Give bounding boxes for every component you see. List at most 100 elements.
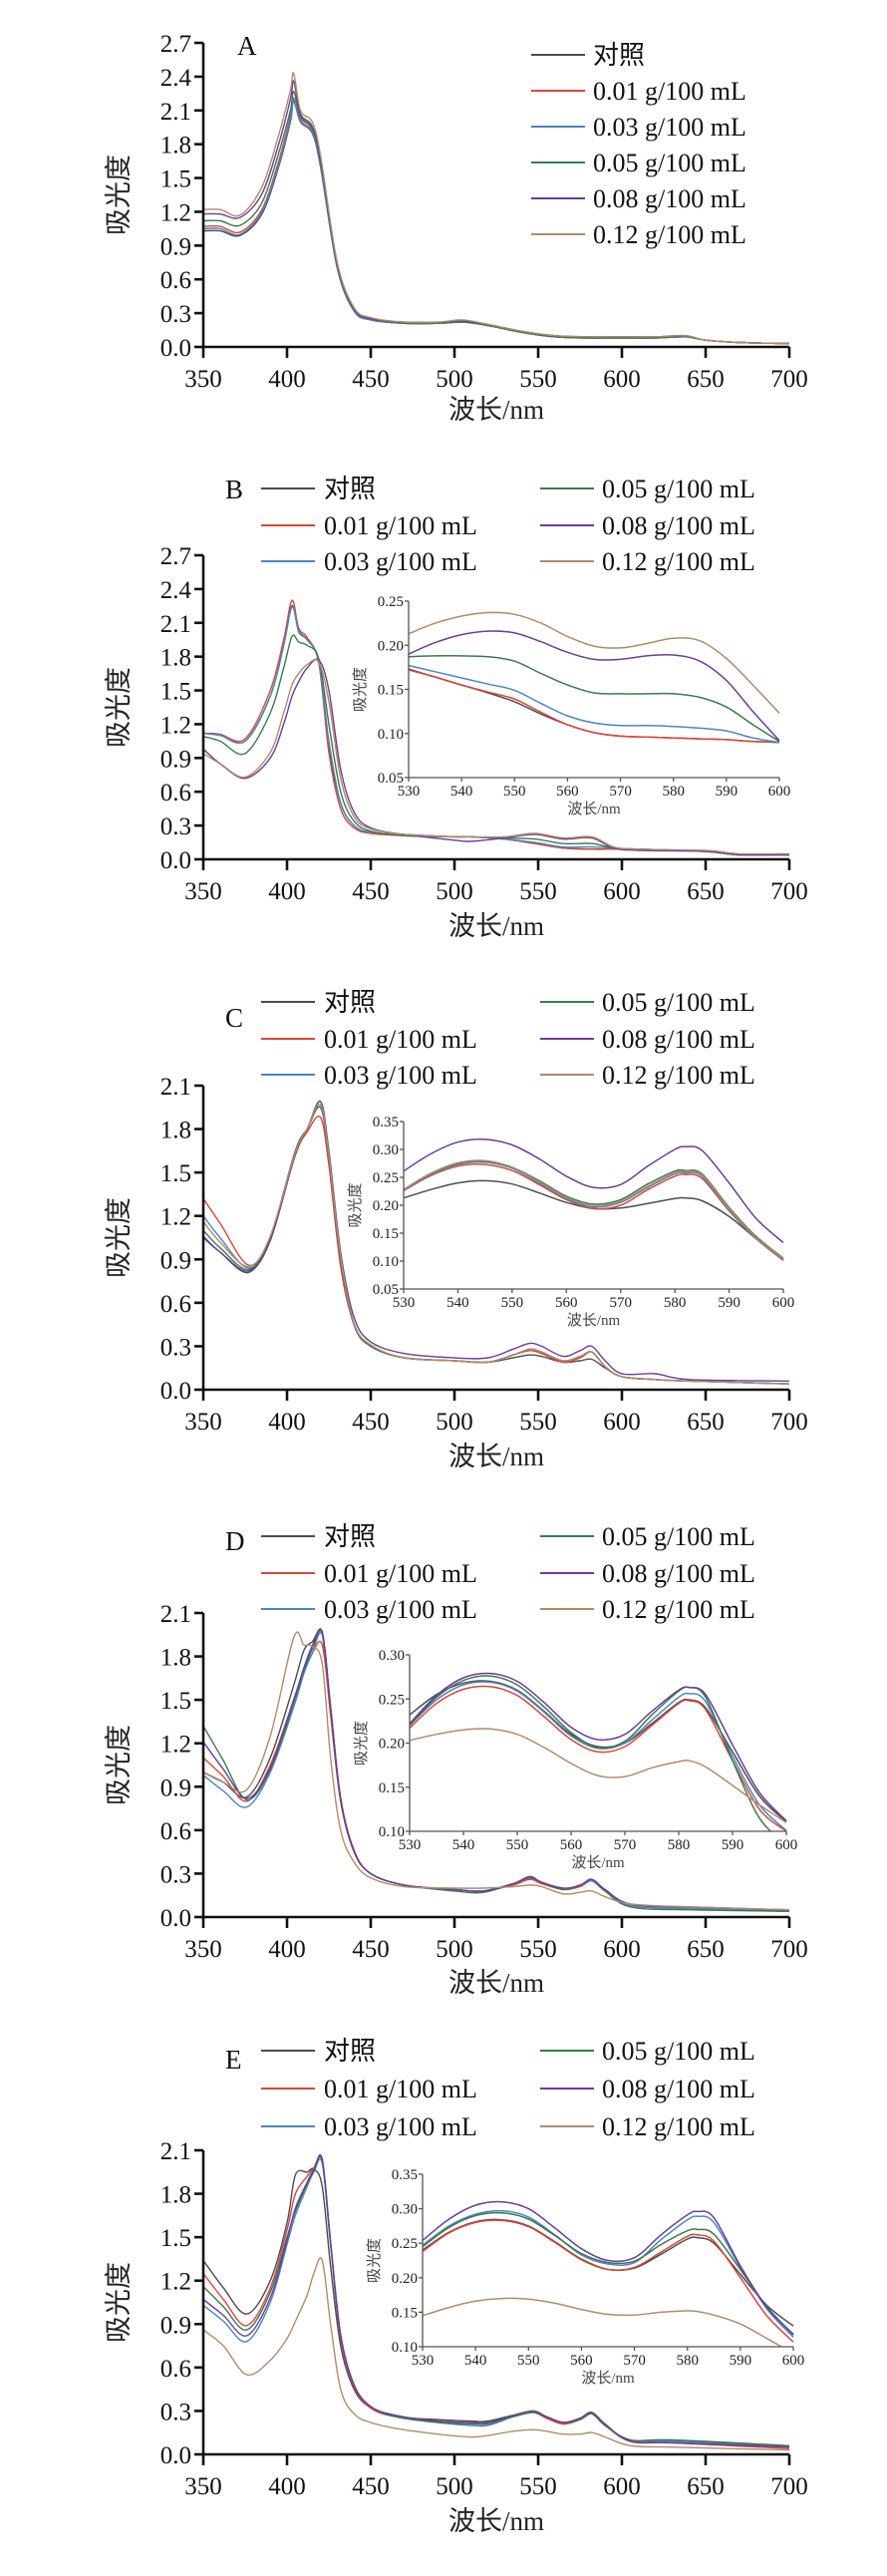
x-tick-label: 400	[268, 878, 306, 905]
series-line-5	[202, 2257, 790, 2451]
inset-y-tick-label: 0.30	[379, 1648, 405, 1664]
inset-x-tick-label: 580	[664, 1295, 687, 1311]
y-tick-label: 0.9	[160, 1774, 191, 1801]
inset-x-tick-label: 580	[668, 1837, 691, 1853]
main-series-group	[202, 1628, 790, 1912]
x-tick-label: 700	[770, 1936, 808, 1963]
y-tick-label: 0.0	[160, 847, 191, 874]
legend-label: 0.12 g/100 mL	[602, 1595, 755, 1624]
x-tick-label: 500	[436, 1409, 473, 1436]
y-tick-label: 0.3	[160, 813, 191, 840]
inset-x-axis-title: 波长/nm	[567, 801, 621, 817]
inset-x-axis-title: 波长/nm	[581, 2370, 635, 2387]
x-tick-label: 500	[436, 878, 473, 905]
legend-label: 0.03 g/100 mL	[593, 113, 746, 142]
inset-series-line-3	[404, 1159, 784, 1259]
y-tick-label: 1.5	[160, 166, 191, 193]
legend-label: 0.08 g/100 mL	[602, 511, 755, 540]
inset-series-line-2	[409, 664, 780, 744]
inset-x-tick-label: 550	[501, 1295, 524, 1311]
legend-label: 0.03 g/100 mL	[324, 547, 477, 576]
x-tick-label: 550	[519, 1936, 557, 1963]
series-line-4	[202, 1101, 790, 1382]
x-tick-label: 400	[268, 1936, 306, 1963]
inset-y-tick-label: 0.10	[373, 1254, 399, 1270]
inset-x-tick-label: 580	[676, 2353, 699, 2369]
y-tick-label: 1.8	[160, 133, 191, 160]
legend-label: 0.05 g/100 mL	[602, 988, 755, 1017]
inset-y-tick-label: 0.25	[373, 1170, 399, 1186]
inset-x-tick-label: 570	[623, 2353, 646, 2369]
inset-x-tick-label: 570	[614, 1837, 637, 1853]
legend-label: 对照	[324, 475, 376, 503]
y-tick-label: 0.9	[160, 1247, 191, 1274]
y-tick-label: 2.7	[160, 31, 191, 58]
inset-series-line-4	[409, 630, 780, 742]
inset-x-tick-label: 530	[399, 1837, 422, 1853]
inset-x-tick-label: 600	[782, 2353, 805, 2369]
legend-label: 0.08 g/100 mL	[602, 2075, 755, 2103]
y-tick-label: 1.5	[160, 679, 191, 706]
y-tick-label: 0.0	[160, 2442, 191, 2469]
inset-series-line-5	[409, 611, 780, 714]
inset-series-line-3	[423, 2211, 794, 2336]
y-axis-title: 吸光度	[104, 1725, 134, 1805]
inset-x-tick-label: 530	[412, 2353, 435, 2369]
legend-label: 0.12 g/100 mL	[602, 2112, 755, 2141]
x-tick-label: 700	[770, 366, 808, 393]
legend-label: 0.03 g/100 mL	[324, 2112, 477, 2141]
inset-x-tick-label: 580	[662, 784, 685, 800]
series-line-5	[202, 1631, 790, 1911]
main-series-group	[202, 1101, 790, 1385]
inset-y-tick-label: 0.10	[392, 2340, 418, 2356]
x-tick-label: 450	[352, 878, 390, 905]
series-line-5	[202, 72, 790, 345]
y-tick-label: 1.5	[160, 1688, 191, 1715]
x-tick-label: 350	[184, 1936, 222, 1963]
y-tick-label: 1.8	[160, 1118, 191, 1144]
y-tick-label: 0.3	[160, 301, 191, 328]
y-tick-label: 2.1	[160, 99, 191, 126]
x-tick-label: 350	[184, 2473, 222, 2500]
legend-label: 0.05 g/100 mL	[602, 475, 755, 503]
x-tick-label: 450	[352, 1409, 390, 1436]
inset-x-tick-label: 590	[718, 1295, 740, 1311]
x-tick-label: 700	[770, 1409, 808, 1436]
y-axis-title: 吸光度	[104, 2262, 134, 2343]
x-tick-label: 600	[603, 1936, 641, 1963]
inset-y-axis-title: 吸光度	[347, 1182, 364, 1227]
inset-series-line-4	[404, 1138, 784, 1244]
series-line-3	[202, 1630, 790, 1912]
y-tick-label: 1.8	[160, 1645, 191, 1672]
panel-c: 0.0 0.3 0.6 0.9 1.2 1.5 1.8 2.1 350 400 450 500 550 6…	[104, 988, 808, 1471]
y-tick-label: 0.6	[160, 780, 191, 806]
inset-series-line-2	[404, 1160, 784, 1260]
inset-series-line-5	[404, 1159, 784, 1260]
panel-letter: E	[225, 2045, 242, 2075]
series-line-0	[202, 1106, 790, 1385]
inset-series-line-5	[423, 2297, 783, 2347]
legend-label: 0.01 g/100 mL	[324, 2075, 477, 2103]
inset-y-tick-label: 0.15	[379, 1780, 405, 1796]
inset-x-tick-label: 560	[560, 1837, 583, 1853]
y-tick-label: 2.1	[160, 1074, 191, 1101]
x-tick-label: 500	[436, 366, 473, 393]
series-line-4	[202, 2153, 790, 2448]
legend-label: 0.03 g/100 mL	[324, 1595, 477, 1624]
y-tick-label: 1.2	[160, 1732, 191, 1759]
inset-x-tick-label: 550	[506, 1837, 529, 1853]
y-tick-label: 2.4	[160, 577, 192, 604]
x-tick-label: 550	[519, 366, 557, 393]
x-tick-label: 700	[770, 878, 808, 905]
series-line-4	[202, 1628, 790, 1911]
inset-series-line-3	[410, 1675, 772, 1831]
x-tick-label: 450	[352, 366, 390, 393]
legend: 对照 0.01 g/100 mL 0.03 g/100 mL 0.05 g/100 m…	[261, 988, 755, 1090]
x-tick-label: 550	[519, 878, 557, 905]
legend-label: 0.05 g/100 mL	[593, 149, 746, 177]
legend: 对照 0.01 g/100 mL 0.03 g/100 mL 0.05 g/100 m…	[261, 1522, 755, 1624]
x-tick-label: 600	[603, 1409, 641, 1436]
y-tick-label: 1.2	[160, 1204, 191, 1231]
main-series-group	[202, 2153, 790, 2451]
